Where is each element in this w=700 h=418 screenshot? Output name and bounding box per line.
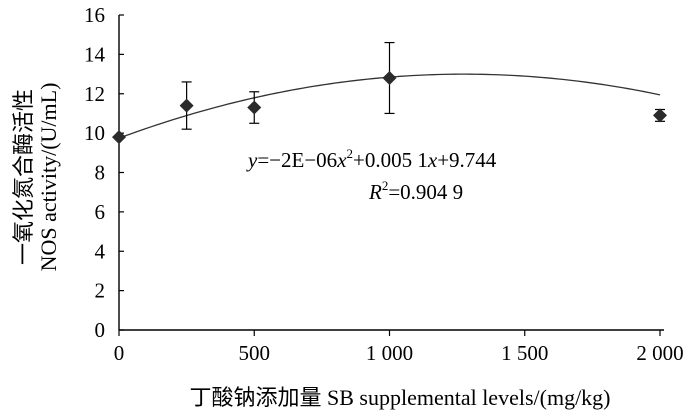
trendline-equation: y=−2E−06x2+0.005 1x+9.744 — [246, 146, 497, 172]
y-tick-label: 0 — [95, 318, 106, 342]
x-ticks: 0 500 1 000 1 500 2 000 — [114, 330, 684, 365]
data-point-marker — [179, 98, 194, 113]
y-tick-label: 12 — [84, 82, 105, 106]
y-tick-label: 4 — [95, 239, 106, 263]
data-point-marker — [112, 130, 126, 145]
data-markers — [112, 71, 667, 145]
axes — [118, 15, 664, 331]
x-tick-label: 500 — [239, 341, 271, 365]
y-axis-label-chinese: 一氧化氮合酶活性 — [11, 89, 36, 265]
y-tick-label: 8 — [95, 161, 106, 185]
error-bars — [181, 41, 665, 130]
data-point-marker — [382, 71, 397, 85]
x-axis-label: 丁酸钠添加量 SB supplemental levels/(mg/kg) — [189, 385, 610, 410]
r-squared-label: R2=0.904 9 — [368, 178, 463, 204]
data-point-marker — [653, 108, 667, 123]
y-axis-label-english: NOS activity/(U/mL) — [36, 83, 61, 272]
y-tick-label: 6 — [95, 200, 106, 224]
y-ticks: 0 2 4 6 8 10 12 14 16 — [84, 3, 124, 342]
x-tick-label: 2 000 — [636, 341, 683, 365]
y-tick-label: 2 — [95, 279, 106, 303]
x-tick-label: 1 500 — [501, 341, 548, 365]
x-tick-label: 1 000 — [366, 341, 413, 365]
y-tick-label: 14 — [84, 42, 106, 66]
data-point-marker — [247, 100, 262, 115]
x-tick-label: 0 — [114, 341, 125, 365]
y-tick-label: 10 — [84, 121, 105, 145]
y-tick-label: 16 — [84, 3, 105, 27]
